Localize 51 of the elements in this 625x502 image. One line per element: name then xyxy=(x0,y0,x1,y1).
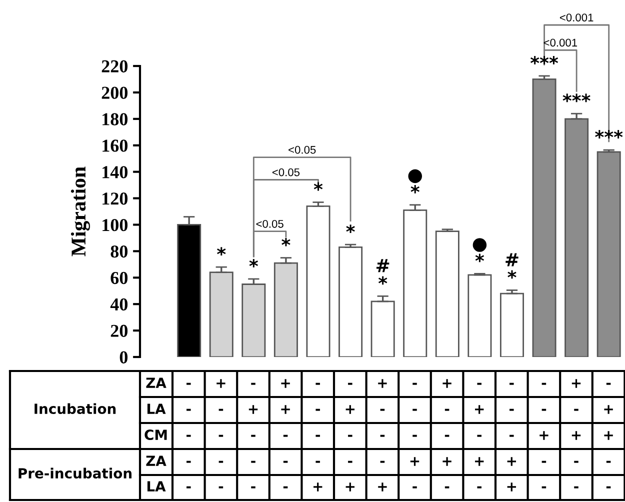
annotation: <0.05 xyxy=(272,168,300,176)
category-label: - - - + + xyxy=(507,382,516,492)
annotation: <0.05 xyxy=(256,220,284,228)
y-tick-label: 120 xyxy=(102,192,128,205)
category-label: - - - - - xyxy=(186,382,191,488)
y-tick-label: 200 xyxy=(102,86,128,99)
y-tick-label: 60 xyxy=(110,272,128,284)
category-label: + + - - - xyxy=(281,379,290,488)
annotation: <0.05 xyxy=(288,146,316,154)
y-tick-label: 180 xyxy=(102,113,128,126)
data-label: ● * xyxy=(408,169,422,194)
category-label: - - + - - xyxy=(540,382,548,488)
text: <0.001 xyxy=(560,14,594,22)
data-label: # * xyxy=(506,253,518,279)
y-tick-label: 220 xyxy=(102,60,128,72)
category-label: + - - - + xyxy=(378,379,387,492)
category-label: - + - + - xyxy=(475,382,484,488)
text: Incubation xyxy=(34,403,116,414)
text: LA xyxy=(147,404,166,414)
y-tick-label: 100 xyxy=(102,218,128,232)
data-label: * xyxy=(346,224,355,234)
data-label: * xyxy=(217,247,226,256)
data-label: * xyxy=(282,238,290,246)
data-label: * xyxy=(249,259,258,268)
y-tick-label: 140 xyxy=(102,166,128,178)
data-label: *** xyxy=(562,94,590,102)
data-label: # * xyxy=(376,259,390,285)
text: Pre-incubation xyxy=(18,468,132,479)
y-tick-label: 40 xyxy=(110,298,128,311)
y-tick-label: 160 xyxy=(102,140,128,152)
text: ZA xyxy=(146,456,166,466)
category-label: - - - - + xyxy=(314,382,322,492)
text: ZA xyxy=(146,378,166,388)
category-label: - + - - + xyxy=(346,382,354,492)
text: LA xyxy=(147,481,166,492)
data-label: *** xyxy=(595,130,623,138)
category-label: - - - + - xyxy=(410,382,420,488)
text: CM xyxy=(144,430,167,440)
data-label: * xyxy=(314,182,323,191)
y-tick-label: 0 xyxy=(120,351,128,364)
data-label: ● * xyxy=(472,238,487,262)
y-tick-label: 80 xyxy=(110,245,128,258)
category-label: - + - - - xyxy=(248,382,258,488)
data-label: *** xyxy=(530,56,558,64)
category-label: - + + - - xyxy=(604,382,613,488)
category-label: + - - - - xyxy=(216,379,226,488)
category-label: + - - + - xyxy=(442,379,452,488)
category-label: + - + - - xyxy=(572,379,581,488)
y-tick-label: 20 xyxy=(110,324,128,337)
y-axis-title: Migration xyxy=(70,166,90,256)
text: <0.001 xyxy=(544,38,578,47)
